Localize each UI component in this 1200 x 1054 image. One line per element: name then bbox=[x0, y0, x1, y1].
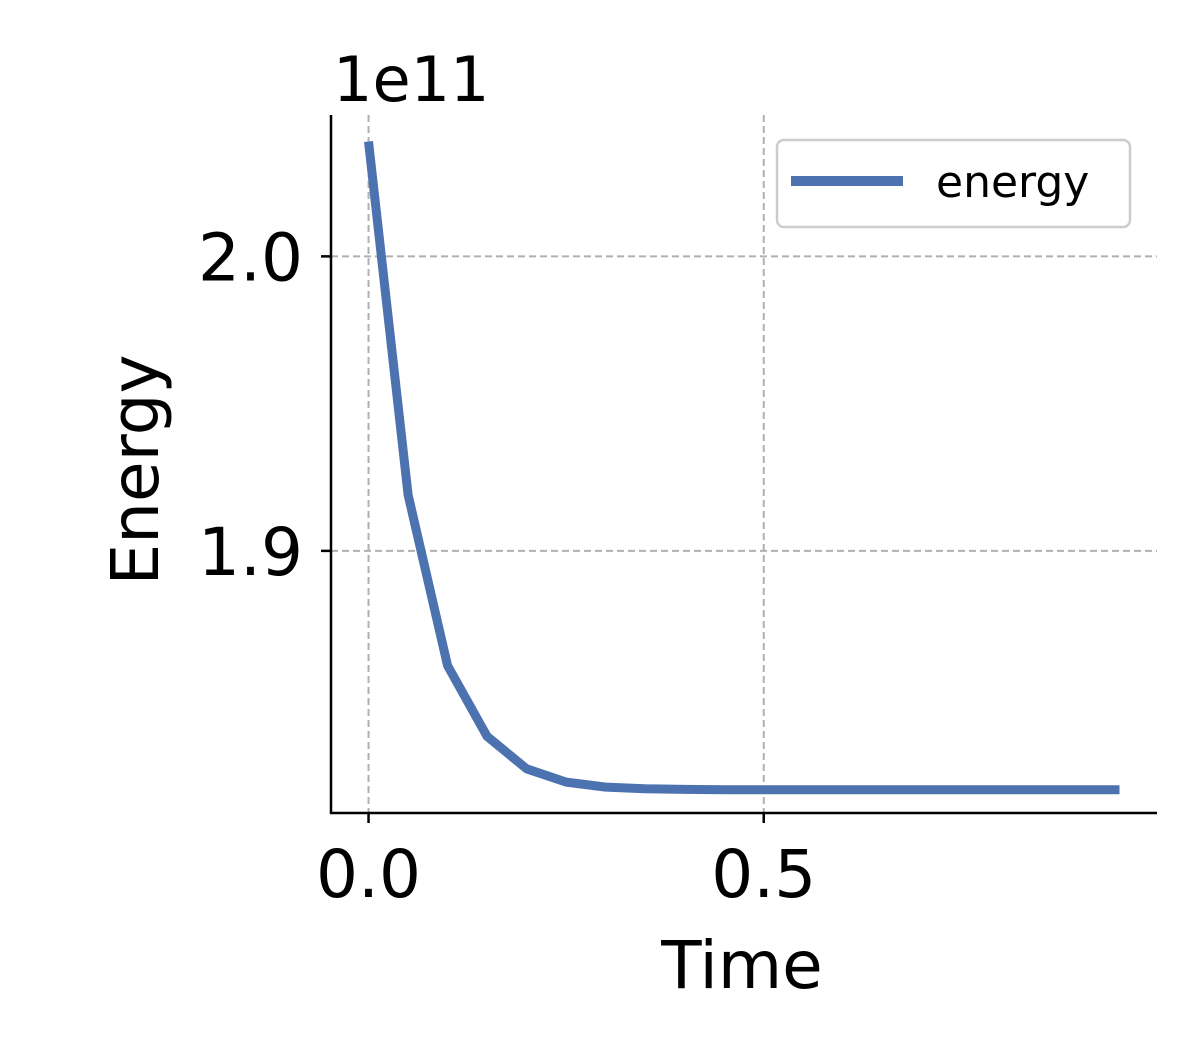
offset-text: 1e11 bbox=[333, 43, 489, 116]
y-tick-label: 1.9 bbox=[198, 514, 303, 591]
legend: energy bbox=[775, 138, 1132, 229]
legend-label-energy: energy bbox=[936, 157, 1089, 208]
series-line-energy bbox=[364, 140, 1120, 795]
series-layer bbox=[364, 140, 1120, 795]
axis-layer: 0.0 0.5 1.9 2.0 bbox=[198, 115, 1157, 913]
grid-layer bbox=[331, 115, 1157, 813]
y-tick-label: 2.0 bbox=[198, 219, 303, 296]
x-axis-label: Time bbox=[660, 927, 823, 1004]
y-axis-label: Energy bbox=[97, 354, 174, 585]
x-tick-label: 0.5 bbox=[711, 836, 816, 913]
x-tick-label: 0.0 bbox=[316, 836, 421, 913]
legend-box bbox=[775, 138, 1132, 229]
